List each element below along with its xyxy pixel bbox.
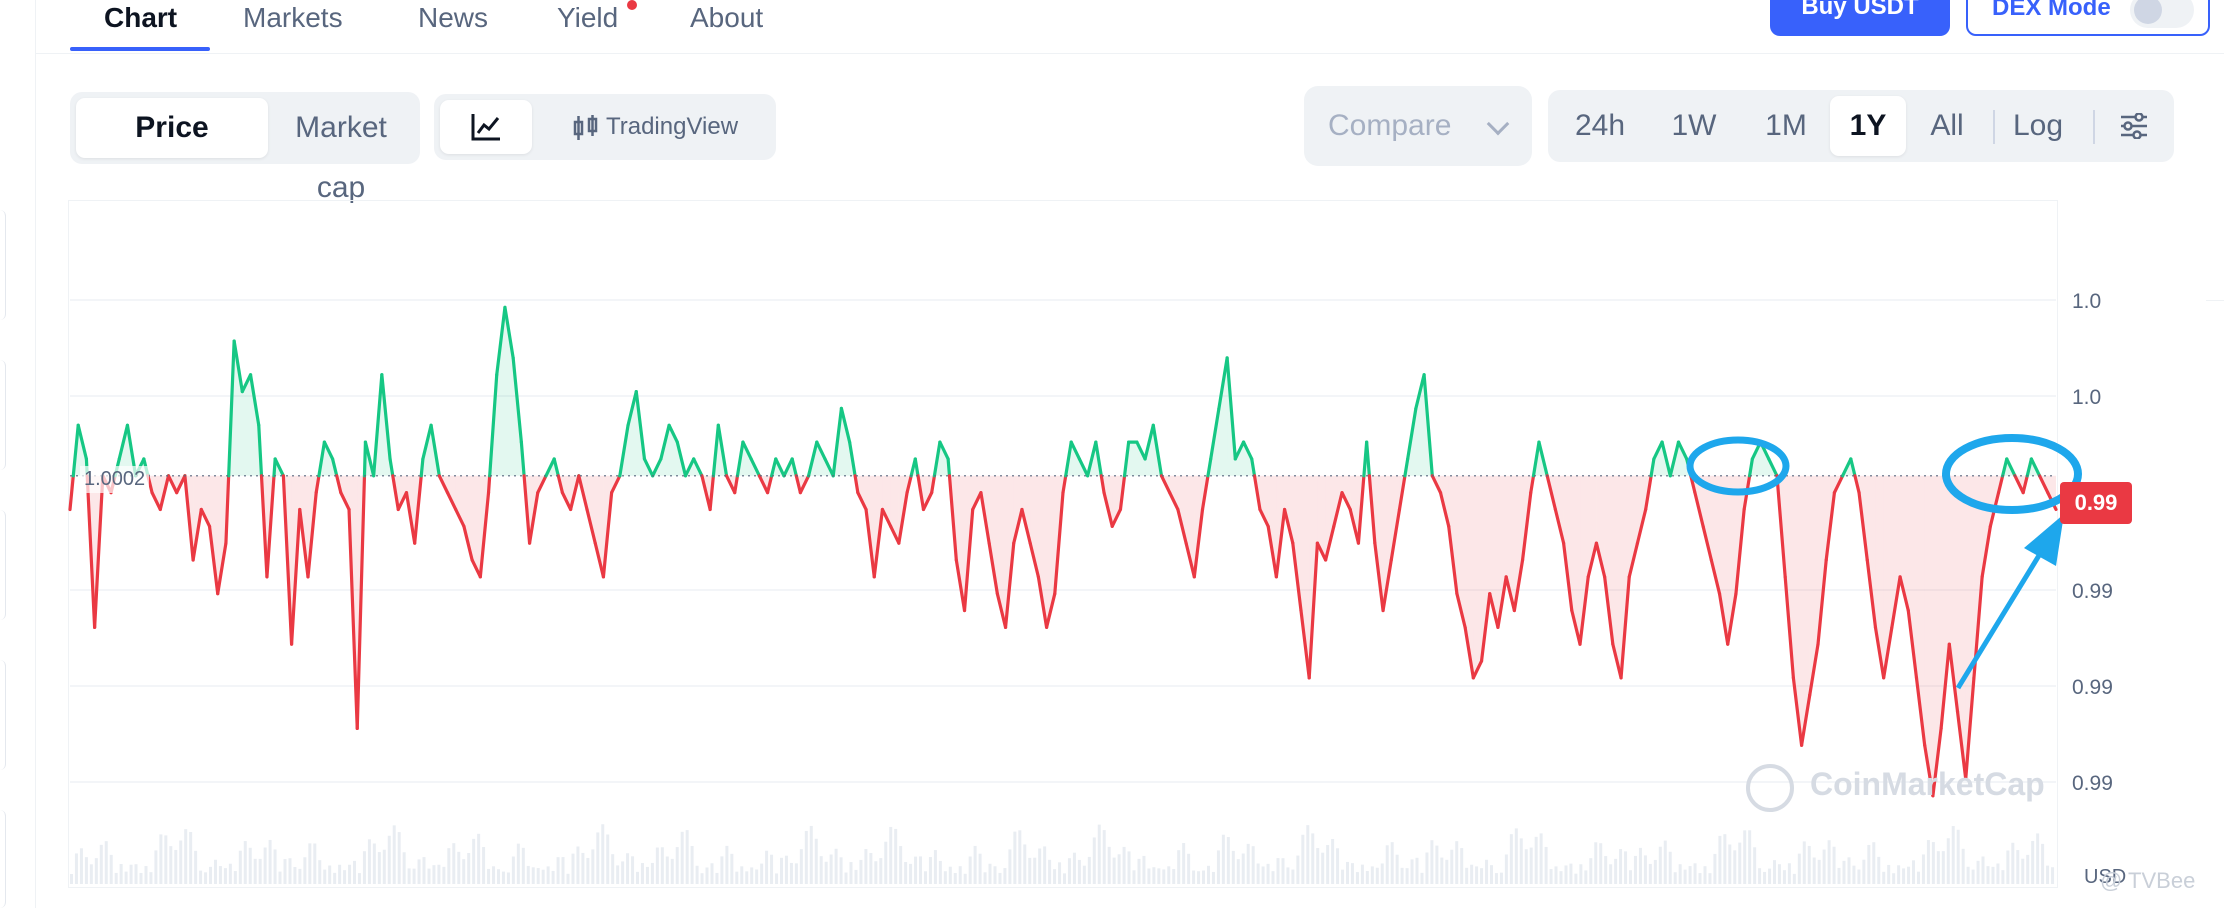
chevron-down-icon [1486,112,1510,136]
sliders-icon [2121,112,2147,140]
compare-label: Compare [1328,109,1452,142]
price-tab[interactable]: Price [76,98,268,158]
watermark: CoinMarketCap [1810,766,2045,802]
dex-mode-button[interactable]: DEX Mode [1966,0,2210,36]
buy-usdt-button[interactable]: Buy USDT [1770,0,1950,36]
current-price-tag: 0.99 [2060,482,2132,524]
line-chart-button[interactable] [440,100,532,154]
tab-chart[interactable]: Chart [104,2,178,33]
yield-badge-dot [627,0,637,10]
y-tick-label: 1.0 [2072,290,2101,313]
dex-mode-toggle[interactable] [2130,0,2194,28]
range-24h[interactable]: 24h [1574,109,1626,142]
left-rail [0,0,36,908]
rail-notch [0,210,6,320]
compare-dropdown[interactable]: Compare [1304,86,1532,166]
range-1w[interactable]: 1W [1671,109,1717,142]
range-selector: 24h 1W 1M 1Y All Log [1548,90,2174,162]
range-all[interactable]: All [1930,109,1964,142]
y-tick-label: 1.0 [2072,386,2101,409]
currency-unit-label: USD [2084,866,2127,888]
tradingview-button[interactable]: TradingView [544,100,766,154]
range-1m[interactable]: 1M [1765,109,1807,142]
dex-mode-label: DEX Mode [1992,0,2111,21]
rail-notch [0,660,6,770]
chart-settings-button[interactable] [2104,96,2164,156]
log-scale-toggle[interactable]: Log [2012,109,2064,142]
rail-notch [0,360,6,470]
tab-about[interactable]: About [690,2,764,33]
metric-switch: Price Market cap [70,92,420,204]
edge-divider [2206,300,2224,301]
rail-notch [0,810,6,908]
range-divider [1993,110,1995,144]
market-cap-tab[interactable]: Market cap [295,111,387,204]
tab-news[interactable]: News [418,2,489,33]
y-tick-label: 0.99 [2072,676,2113,699]
range-1y[interactable]: 1Y [1830,96,1906,156]
tradingview-label: TradingView [605,113,739,140]
range-divider [2093,110,2095,144]
baseline-value-label: 1.0002 [80,466,150,493]
tab-markets[interactable]: Markets [243,2,343,33]
y-tick-label: 0.99 [2072,580,2113,603]
rail-notch [0,510,6,620]
author-credit: @ TVBee [2100,868,2196,893]
coin-tabs: Chart Markets News Yield About Buy USDT … [36,0,2224,54]
candlestick-icon [573,114,598,140]
coinmarketcap-logo-icon [1746,764,1794,812]
tab-yield[interactable]: Yield [557,2,619,33]
toggle-knob [2134,0,2162,24]
chart-type-switch: TradingView [434,94,776,160]
y-tick-label: 0.99 [2072,772,2113,795]
line-chart-icon [471,114,500,141]
active-tab-indicator [70,47,210,51]
